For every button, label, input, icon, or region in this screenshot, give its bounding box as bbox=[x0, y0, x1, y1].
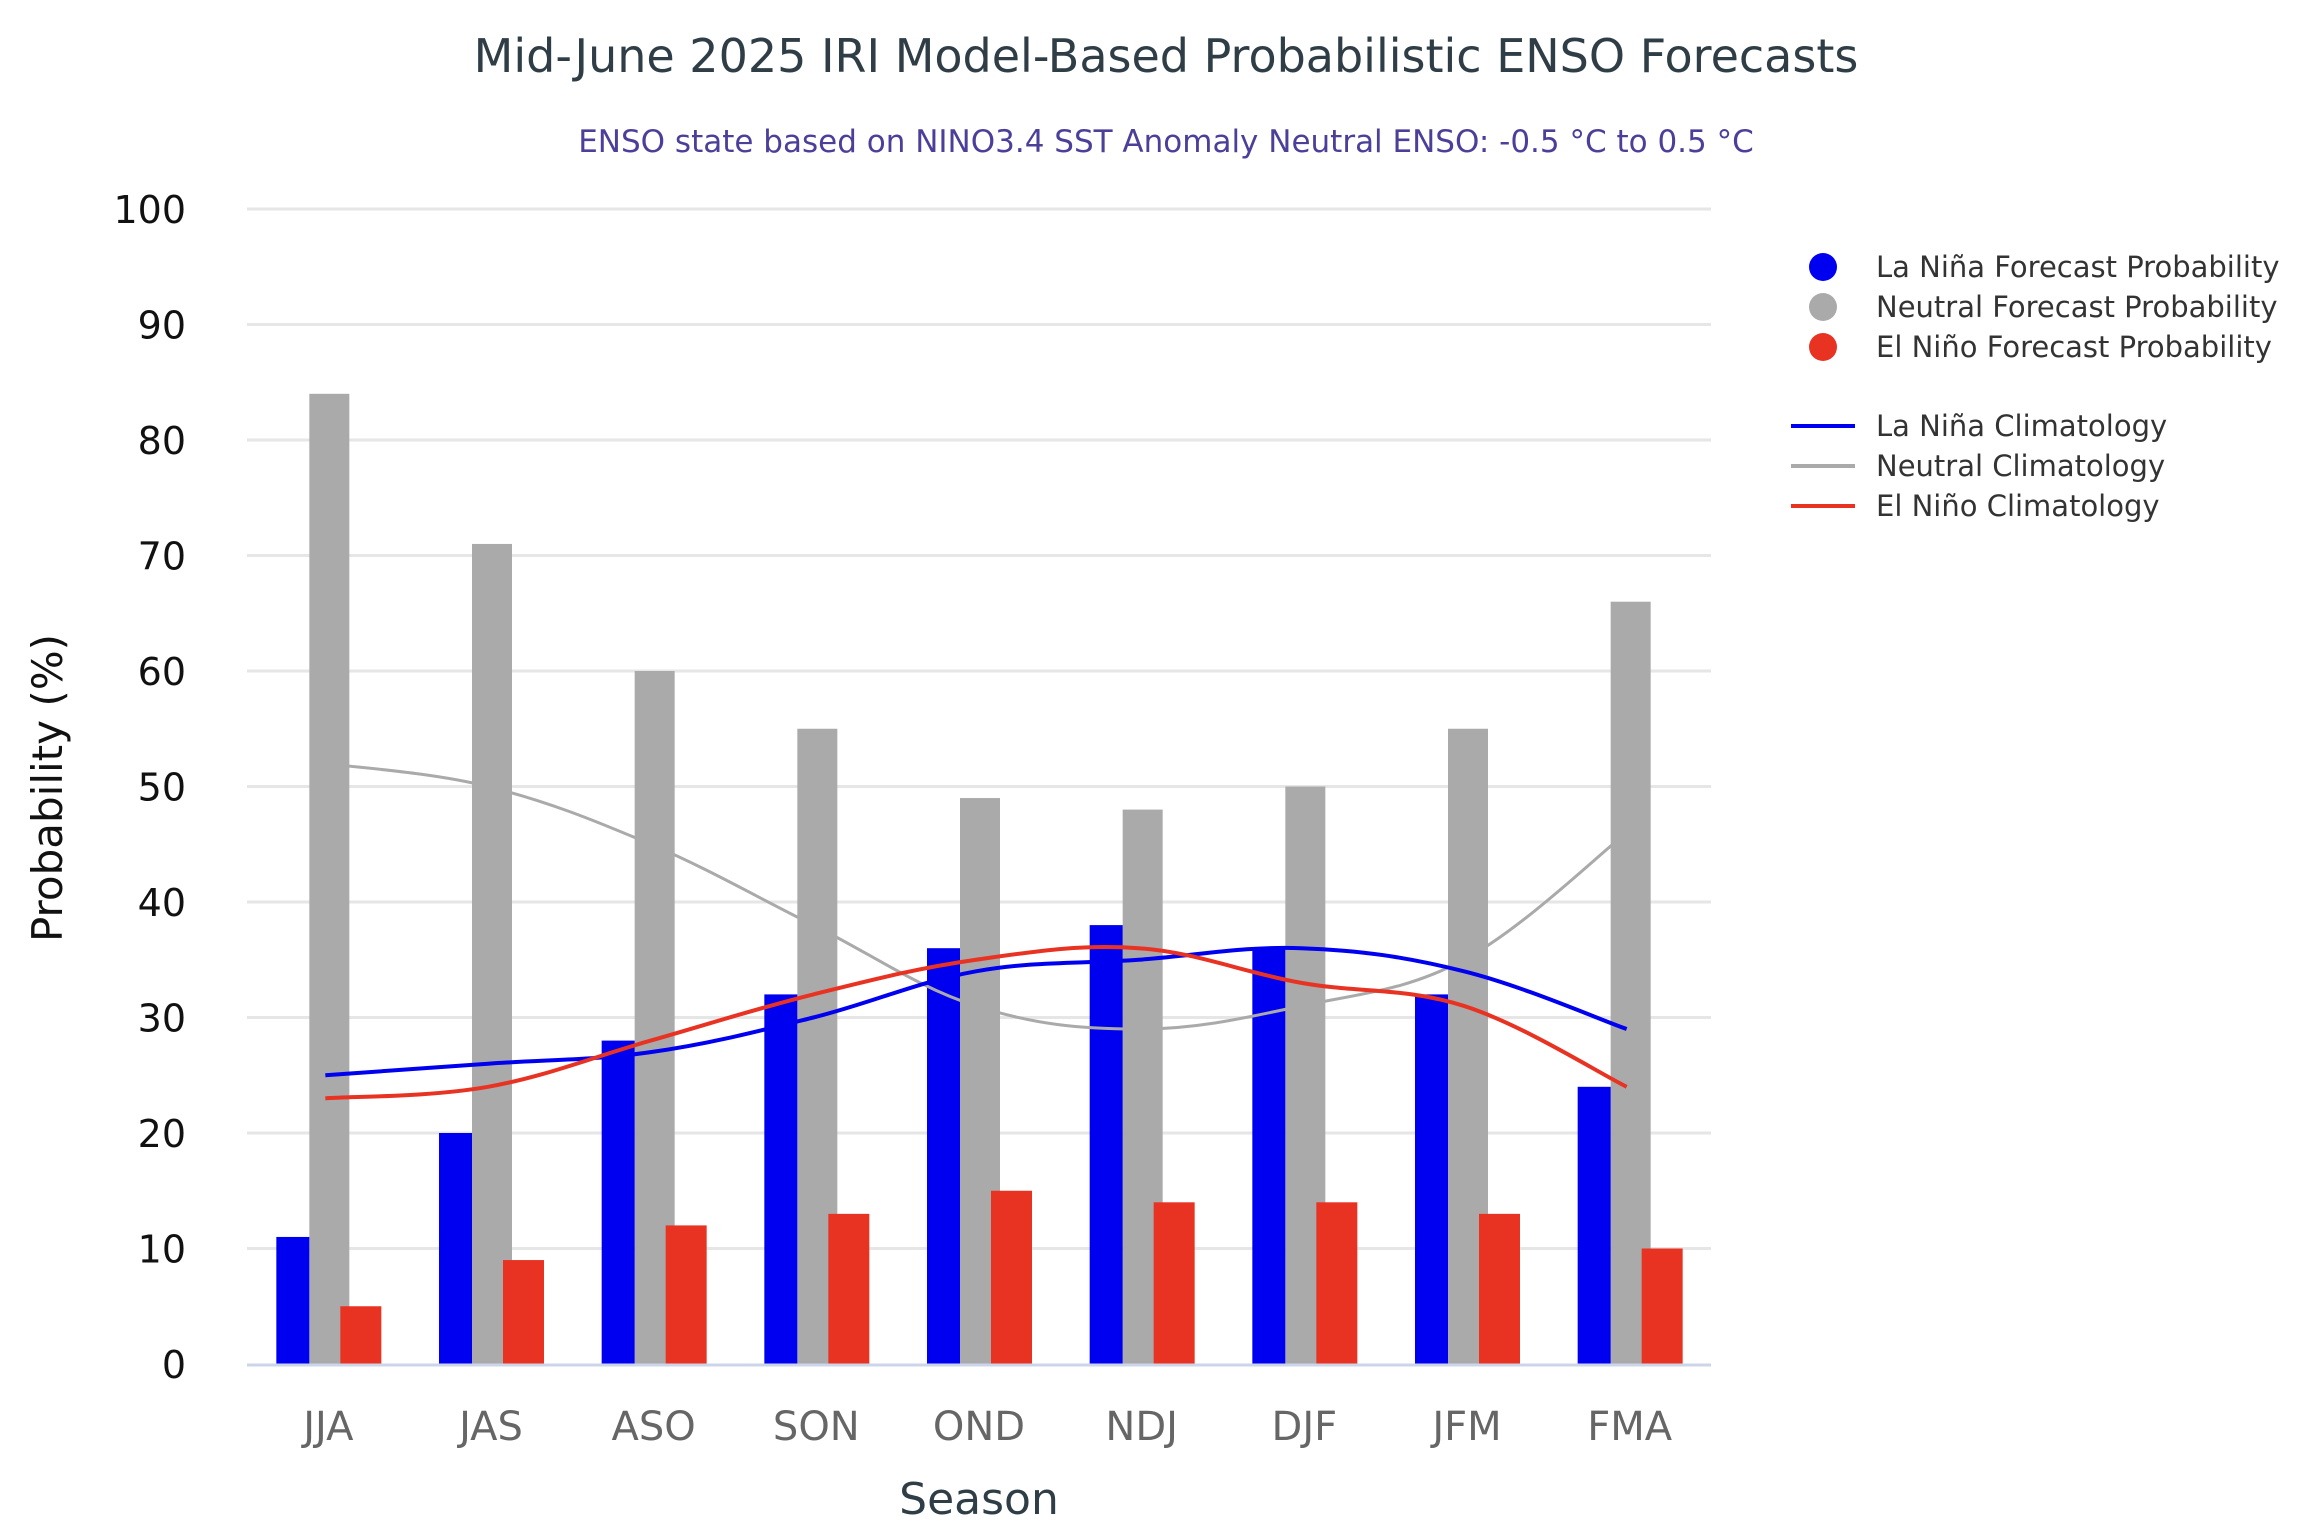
x-tick-label: ASO bbox=[612, 1404, 696, 1450]
bar-neutral-fma[interactable] bbox=[1610, 601, 1651, 1364]
legend-marker-icon bbox=[1809, 253, 1837, 281]
bar-la-nina-jas[interactable] bbox=[439, 1133, 472, 1364]
x-tick-label: JJA bbox=[300, 1404, 354, 1450]
legend-marker-icon bbox=[1809, 333, 1837, 361]
legend-label: El Niño Climatology bbox=[1876, 489, 2160, 523]
bar-la-nina-djf[interactable] bbox=[1252, 948, 1286, 1364]
legend-item-la-nina-forecast[interactable]: La Niña Forecast Probability bbox=[1809, 250, 2280, 284]
climatology-lines bbox=[325, 761, 1628, 1101]
bar-el-nino-ond[interactable] bbox=[991, 1190, 1032, 1364]
bar-el-nino-jas[interactable] bbox=[503, 1260, 544, 1364]
y-tick-label: 90 bbox=[138, 304, 186, 348]
y-tick-label: 30 bbox=[138, 997, 186, 1041]
legend-item-el-nino-forecast[interactable]: El Niño Forecast Probability bbox=[1809, 330, 2272, 364]
legend-label: El Niño Forecast Probability bbox=[1876, 330, 2272, 364]
bar-el-nino-jja[interactable] bbox=[340, 1306, 382, 1364]
y-tick-label: 60 bbox=[138, 650, 186, 694]
y-axis-ticks: 0 10 20 30 40 50 60 70 80 90 100 bbox=[113, 188, 186, 1387]
legend: La Niña Forecast Probability Neutral Fore… bbox=[1791, 250, 2280, 523]
neutral-climatology-line[interactable] bbox=[325, 761, 1628, 1031]
la-nina-climatology-line[interactable] bbox=[325, 945, 1628, 1078]
x-axis-ticks: JJA JAS ASO SON OND NDJ DJF JFM FMA bbox=[300, 1404, 1673, 1450]
y-axis-title: Probability (%) bbox=[23, 634, 72, 942]
legend-label: La Niña Climatology bbox=[1876, 409, 2167, 443]
legend-label: La Niña Forecast Probability bbox=[1876, 250, 2280, 284]
y-tick-label: 10 bbox=[138, 1228, 186, 1272]
bar-el-nino-fma[interactable] bbox=[1641, 1248, 1683, 1365]
el-nino-climatology-line[interactable] bbox=[325, 945, 1628, 1101]
bar-el-nino-aso[interactable] bbox=[665, 1225, 707, 1364]
bar-la-nina-aso[interactable] bbox=[601, 1040, 635, 1364]
y-tick-label: 80 bbox=[138, 419, 186, 463]
x-tick-label: OND bbox=[933, 1404, 1025, 1450]
bar-la-nina-jfm[interactable] bbox=[1415, 994, 1448, 1364]
bar-la-nina-ond[interactable] bbox=[927, 948, 960, 1364]
bar-neutral-jas[interactable] bbox=[472, 543, 512, 1364]
bar-la-nina-jja[interactable] bbox=[276, 1236, 310, 1364]
legend-item-neutral-forecast[interactable]: Neutral Forecast Probability bbox=[1809, 290, 2277, 324]
y-tick-label: 40 bbox=[138, 881, 186, 925]
legend-label: Neutral Forecast Probability bbox=[1876, 290, 2277, 324]
bar-el-nino-djf[interactable] bbox=[1316, 1202, 1358, 1364]
bar-la-nina-fma[interactable] bbox=[1577, 1086, 1611, 1364]
bar-neutral-jja[interactable] bbox=[309, 393, 350, 1364]
bar-la-nina-son[interactable] bbox=[764, 994, 798, 1364]
x-axis-title: Season bbox=[899, 1474, 1059, 1525]
legend-item-neutral-climatology[interactable]: Neutral Climatology bbox=[1791, 449, 2165, 483]
y-tick-label: 70 bbox=[138, 535, 186, 579]
x-tick-label: FMA bbox=[1587, 1404, 1673, 1450]
x-tick-label: JFM bbox=[1429, 1404, 1501, 1450]
bar-el-nino-jfm[interactable] bbox=[1479, 1213, 1520, 1364]
x-tick-label: JAS bbox=[456, 1404, 523, 1450]
x-tick-label: NDJ bbox=[1105, 1404, 1178, 1450]
legend-item-la-nina-climatology[interactable]: La Niña Climatology bbox=[1791, 409, 2167, 443]
bar-el-nino-ndj[interactable] bbox=[1153, 1202, 1195, 1364]
bar-la-nina-ndj[interactable] bbox=[1089, 925, 1123, 1364]
y-tick-label: 0 bbox=[162, 1343, 186, 1387]
legend-item-el-nino-climatology[interactable]: El Niño Climatology bbox=[1791, 489, 2160, 523]
chart-subtitle: ENSO state based on NINO3.4 SST Anomaly … bbox=[578, 124, 1754, 160]
x-tick-label: DJF bbox=[1272, 1404, 1338, 1450]
legend-marker-icon bbox=[1809, 293, 1837, 321]
chart-title: Mid-June 2025 IRI Model-Based Probabilis… bbox=[474, 29, 1859, 83]
bar-el-nino-son[interactable] bbox=[828, 1213, 870, 1364]
legend-label: Neutral Climatology bbox=[1876, 449, 2165, 483]
y-tick-label: 100 bbox=[113, 188, 186, 232]
y-tick-label: 20 bbox=[138, 1112, 186, 1156]
y-tick-label: 50 bbox=[138, 766, 186, 810]
x-tick-label: SON bbox=[773, 1404, 860, 1450]
bars bbox=[276, 393, 1683, 1365]
